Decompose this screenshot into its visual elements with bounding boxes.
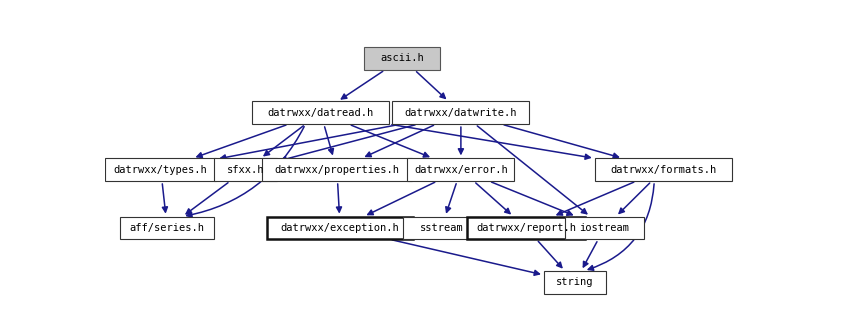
Text: datrwxx/datread.h: datrwxx/datread.h bbox=[268, 108, 374, 118]
FancyBboxPatch shape bbox=[262, 158, 412, 181]
FancyBboxPatch shape bbox=[392, 101, 530, 124]
Text: aff/series.h: aff/series.h bbox=[130, 223, 205, 233]
Text: datrwxx/report.h: datrwxx/report.h bbox=[476, 223, 576, 233]
FancyBboxPatch shape bbox=[403, 216, 479, 239]
Text: datrwxx/types.h: datrwxx/types.h bbox=[114, 165, 208, 175]
FancyBboxPatch shape bbox=[544, 271, 606, 294]
FancyBboxPatch shape bbox=[365, 47, 440, 70]
Text: sstream: sstream bbox=[419, 223, 463, 233]
FancyBboxPatch shape bbox=[467, 216, 585, 239]
Text: datrwxx/formats.h: datrwxx/formats.h bbox=[610, 165, 717, 175]
Text: ascii.h: ascii.h bbox=[381, 53, 424, 64]
Text: datrwxx/properties.h: datrwxx/properties.h bbox=[274, 165, 399, 175]
FancyBboxPatch shape bbox=[565, 216, 643, 239]
FancyBboxPatch shape bbox=[594, 158, 732, 181]
Text: iostream: iostream bbox=[579, 223, 630, 233]
FancyBboxPatch shape bbox=[214, 158, 277, 181]
FancyBboxPatch shape bbox=[267, 216, 413, 239]
Text: datrwxx/datwrite.h: datrwxx/datwrite.h bbox=[405, 108, 517, 118]
Text: datrwxx/exception.h: datrwxx/exception.h bbox=[280, 223, 400, 233]
Text: datrwxx/error.h: datrwxx/error.h bbox=[414, 165, 508, 175]
FancyBboxPatch shape bbox=[408, 158, 514, 181]
FancyBboxPatch shape bbox=[252, 101, 389, 124]
FancyBboxPatch shape bbox=[120, 216, 214, 239]
Text: sfxx.h: sfxx.h bbox=[226, 165, 264, 175]
Text: string: string bbox=[557, 277, 594, 287]
FancyBboxPatch shape bbox=[105, 158, 216, 181]
